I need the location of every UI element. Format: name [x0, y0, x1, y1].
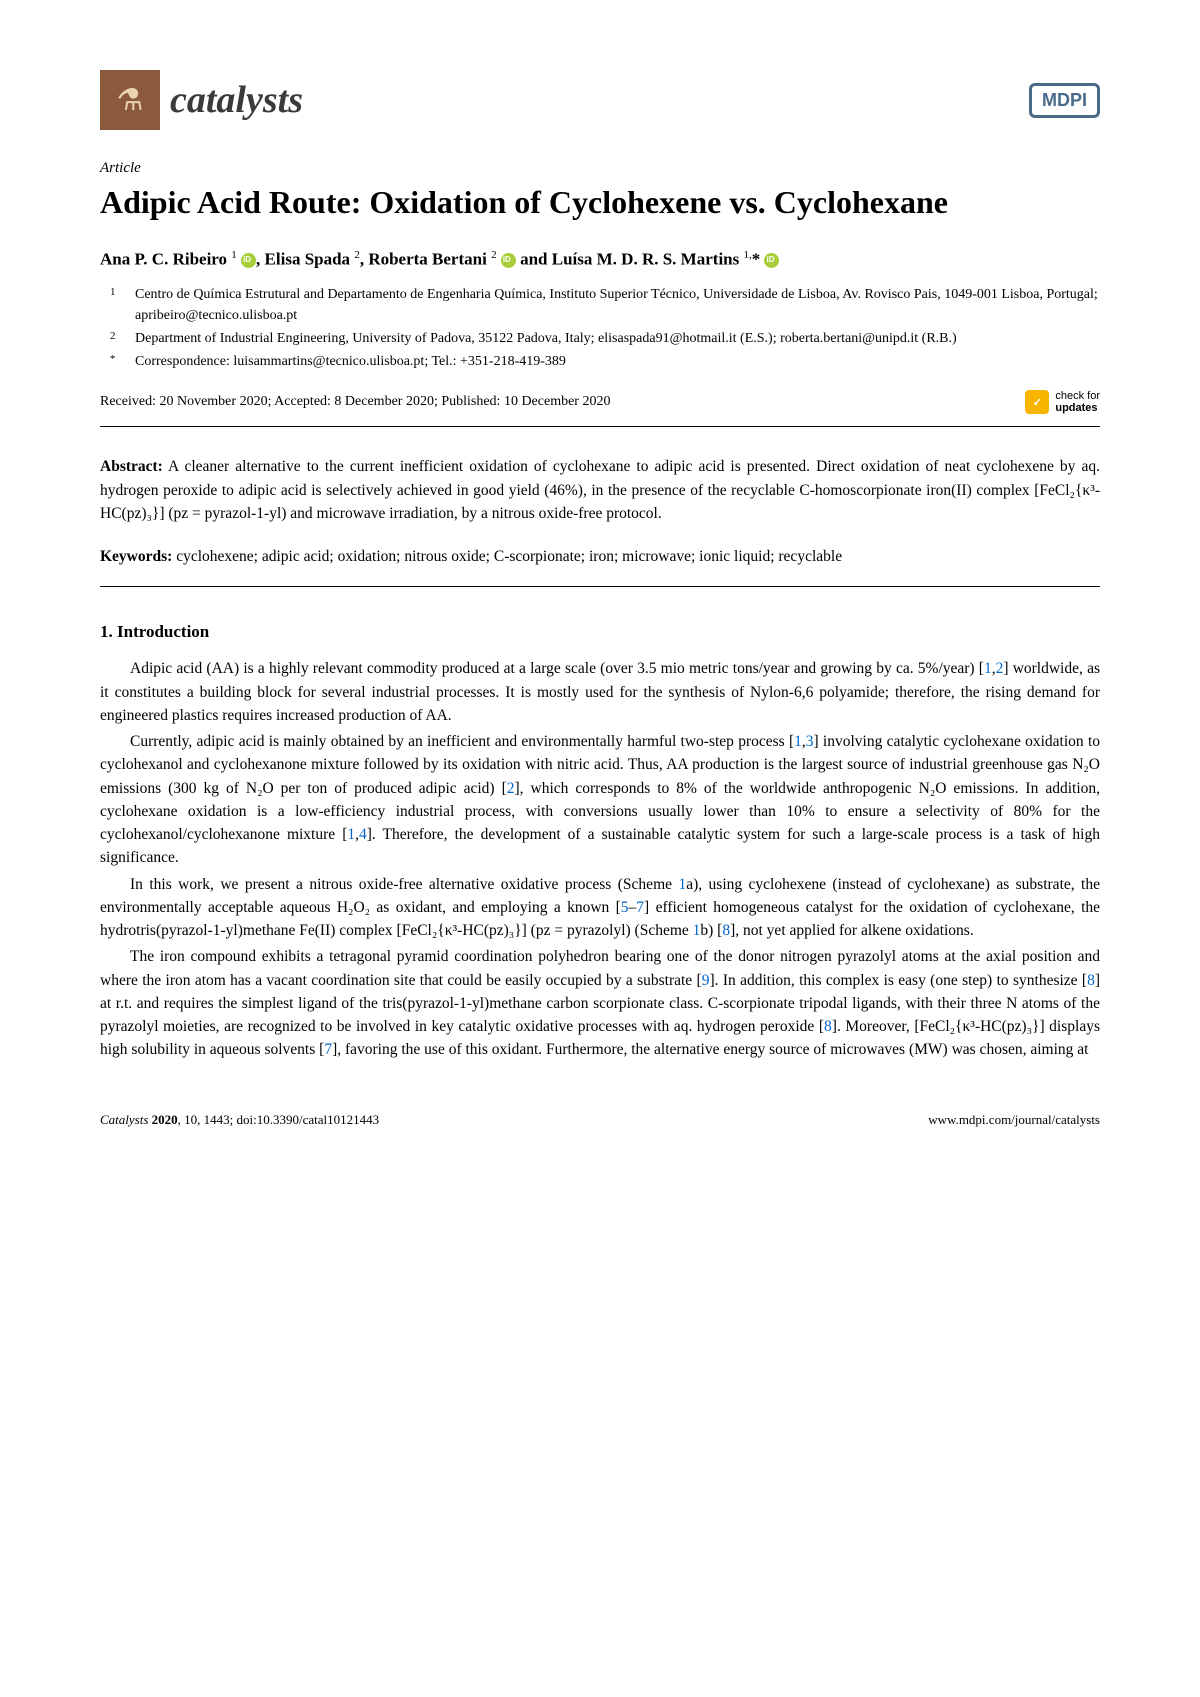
orcid-icon[interactable]	[501, 253, 516, 268]
affiliation-2: 2 Department of Industrial Engineering, …	[135, 328, 1100, 349]
intro-para-2: Currently, adipic acid is mainly obtaine…	[100, 730, 1100, 870]
and-sep: and	[520, 249, 552, 268]
journal-name: catalysts	[170, 78, 303, 122]
ref-link[interactable]: 2	[507, 780, 515, 797]
intro-para-3: In this work, we present a nitrous oxide…	[100, 873, 1100, 943]
authors-line: Ana P. C. Ribeiro 1 , Elisa Spada 2, Rob…	[100, 249, 1100, 270]
author-1: Ana P. C. Ribeiro	[100, 249, 227, 268]
ref-link[interactable]: 1	[794, 733, 802, 750]
ref-link[interactable]: 1	[347, 826, 355, 843]
ref-link[interactable]: 7	[324, 1041, 332, 1058]
affiliations: 1 Centro de Química Estrutural and Depar…	[100, 284, 1100, 372]
author-4: Luísa M. D. R. S. Martins	[552, 249, 739, 268]
publication-dates: Received: 20 November 2020; Accepted: 8 …	[100, 394, 610, 410]
intro-para-1: Adipic acid (AA) is a highly relevant co…	[100, 657, 1100, 727]
author-2-affil: 2	[354, 249, 360, 261]
affil-num-1: 1	[110, 284, 116, 301]
affiliation-1: 1 Centro de Química Estrutural and Depar…	[135, 284, 1100, 326]
publisher-badge: MDPI	[1029, 83, 1100, 118]
check-updates-text: check for updates	[1055, 390, 1100, 414]
page-footer: Catalysts 2020, 10, 1443; doi:10.3390/ca…	[100, 1112, 1100, 1128]
footer-url[interactable]: www.mdpi.com/journal/catalysts	[928, 1112, 1100, 1128]
header-row: ⚗ catalysts MDPI	[100, 70, 1100, 130]
abstract-block: Abstract: A cleaner alternative to the c…	[100, 455, 1100, 525]
journal-logo: ⚗ catalysts	[100, 70, 303, 130]
correspondence: * Correspondence: luisammartins@tecnico.…	[135, 351, 1100, 372]
ref-link[interactable]: 7	[636, 899, 644, 916]
ref-link[interactable]: 8	[1087, 972, 1095, 989]
ref-link[interactable]: 3	[806, 733, 814, 750]
intro-para-4: The iron compound exhibits a tetragonal …	[100, 945, 1100, 1061]
author-1-affil: 1	[231, 249, 237, 261]
footer-left: Catalysts 2020, 10, 1443; doi:10.3390/ca…	[100, 1112, 379, 1128]
orcid-icon[interactable]	[764, 253, 779, 268]
footer-year: 2020	[152, 1112, 178, 1127]
author-3-affil: 2	[491, 249, 497, 261]
affil-num-corr: *	[110, 351, 116, 368]
abstract-text: A cleaner alternative to the current ine…	[100, 458, 1100, 522]
ref-link[interactable]: 8	[722, 922, 730, 939]
article-title: Adipic Acid Route: Oxidation of Cyclohex…	[100, 182, 1100, 224]
affil-text-corr: Correspondence: luisammartins@tecnico.ul…	[135, 351, 566, 372]
keywords-label: Keywords:	[100, 548, 172, 565]
ref-link[interactable]: 4	[359, 826, 367, 843]
affil-text-1: Centro de Química Estrutural and Departa…	[135, 284, 1100, 326]
footer-doi: , 10, 1443; doi:10.3390/catal10121443	[178, 1112, 379, 1127]
ref-link[interactable]: 5	[621, 899, 629, 916]
author-4-affil: 1,	[743, 249, 751, 261]
orcid-icon[interactable]	[241, 253, 256, 268]
keywords-block: Keywords: cyclohexene; adipic acid; oxid…	[100, 545, 1100, 587]
check-icon: ✓	[1025, 390, 1049, 414]
affil-text-2: Department of Industrial Engineering, Un…	[135, 328, 957, 349]
dates-row: Received: 20 November 2020; Accepted: 8 …	[100, 390, 1100, 427]
section-1-heading: 1. Introduction	[100, 622, 1100, 642]
ref-link[interactable]: 8	[824, 1018, 832, 1035]
author-3: Roberta Bertani	[368, 249, 487, 268]
keywords-text: cyclohexene; adipic acid; oxidation; nit…	[172, 548, 842, 565]
ref-link[interactable]: 1	[984, 660, 992, 677]
abstract-label: Abstract:	[100, 458, 163, 475]
author-2: Elisa Spada	[265, 249, 351, 268]
footer-journal: Catalysts	[100, 1112, 152, 1127]
check-updates-badge[interactable]: ✓ check for updates	[1025, 390, 1100, 414]
flask-icon: ⚗	[100, 70, 160, 130]
check-line2: updates	[1055, 402, 1100, 414]
article-type: Article	[100, 160, 1100, 177]
affil-num-2: 2	[110, 328, 116, 345]
check-line1: check for	[1055, 390, 1100, 402]
